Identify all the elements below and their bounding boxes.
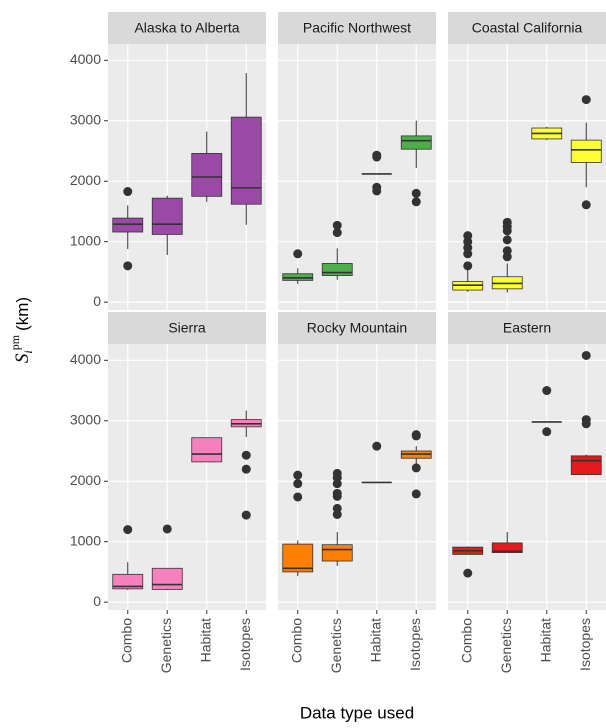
outlier	[411, 489, 421, 499]
outlier	[332, 228, 342, 238]
y-unit: (km)	[13, 297, 32, 331]
box	[151, 197, 183, 235]
box	[570, 455, 602, 475]
panel	[108, 344, 266, 610]
x-tick-label: Genetics	[328, 618, 344, 673]
panel	[448, 344, 606, 610]
box	[191, 437, 223, 463]
box	[491, 542, 523, 553]
outlier	[411, 197, 421, 207]
y-tick-label: 1000	[70, 532, 101, 548]
x-tick-label: Combo	[288, 618, 304, 663]
y-tick-label: 2000	[70, 172, 101, 188]
outlier	[581, 350, 591, 360]
y-tick-label: 0	[93, 593, 101, 609]
box	[282, 543, 314, 573]
x-tick-label: Isotopes	[577, 618, 593, 671]
outlier	[241, 464, 251, 474]
box	[400, 135, 432, 150]
y-tick-label: 0	[93, 293, 101, 309]
outlier	[411, 430, 421, 440]
box	[112, 217, 144, 233]
outlier	[332, 488, 342, 498]
y-sup: pm	[8, 334, 22, 350]
outlier	[241, 510, 251, 520]
outlier	[123, 261, 133, 271]
y-sub: i	[21, 350, 35, 353]
outlier	[332, 220, 342, 230]
strip	[108, 312, 266, 344]
strip-label: Rocky Mountain	[307, 320, 407, 336]
x-tick-label: Combo	[458, 618, 474, 663]
x-tick-label: Genetics	[158, 618, 174, 673]
outlier	[162, 524, 172, 534]
y-axis-title: Sipm (km)	[8, 297, 35, 363]
outlier	[502, 246, 512, 256]
x-tick-label: Isotopes	[237, 618, 253, 671]
x-tick-label: Genetics	[498, 618, 514, 673]
y-tick-label: 4000	[70, 51, 101, 67]
outlier	[411, 188, 421, 198]
outlier	[581, 95, 591, 105]
outlier	[463, 231, 473, 241]
x-tick-label: Habitat	[537, 618, 553, 662]
y-symbol: S	[12, 353, 33, 363]
outlier	[293, 492, 303, 502]
outlier	[411, 463, 421, 473]
strip	[448, 312, 606, 344]
outlier	[372, 182, 382, 192]
y-tick-label: 4000	[70, 351, 101, 367]
outlier	[463, 568, 473, 578]
strip	[278, 12, 436, 44]
strip-label: Eastern	[503, 320, 551, 336]
outlier	[502, 217, 512, 227]
outlier	[581, 200, 591, 210]
strip-label: Alaska to Alberta	[134, 20, 239, 36]
x-tick-label: Habitat	[197, 618, 213, 662]
strip	[278, 312, 436, 344]
box	[570, 139, 602, 163]
outlier	[581, 415, 591, 425]
outlier	[542, 427, 552, 437]
outlier	[372, 150, 382, 160]
y-tick-label: 1000	[70, 232, 101, 248]
strip-label: Pacific Northwest	[303, 20, 411, 36]
box	[321, 544, 353, 562]
strip-label: Coastal California	[472, 20, 583, 36]
x-tick-label: Habitat	[367, 618, 383, 662]
box	[230, 116, 262, 205]
outlier	[332, 468, 342, 478]
box	[282, 273, 314, 281]
box	[321, 263, 353, 276]
outlier	[372, 441, 382, 451]
strip	[108, 12, 266, 44]
outlier	[123, 525, 133, 535]
x-axis-title: Data type used	[300, 703, 414, 722]
outlier	[463, 261, 473, 271]
x-tick-label: Combo	[118, 618, 134, 663]
outlier	[502, 235, 512, 245]
y-tick-label: 2000	[70, 472, 101, 488]
strip	[448, 12, 606, 44]
panel	[278, 44, 436, 310]
strip-label: Sierra	[168, 320, 206, 336]
outlier	[293, 470, 303, 480]
y-tick-label: 3000	[70, 111, 101, 127]
outlier	[293, 479, 303, 489]
outlier	[542, 386, 552, 396]
y-tick-label: 3000	[70, 411, 101, 427]
outlier	[241, 450, 251, 460]
box	[191, 153, 223, 197]
panel	[448, 44, 606, 310]
box	[112, 573, 144, 590]
box	[151, 567, 183, 590]
outlier	[332, 503, 342, 513]
outlier	[293, 249, 303, 259]
outlier	[123, 187, 133, 197]
x-tick-label: Isotopes	[407, 618, 423, 671]
